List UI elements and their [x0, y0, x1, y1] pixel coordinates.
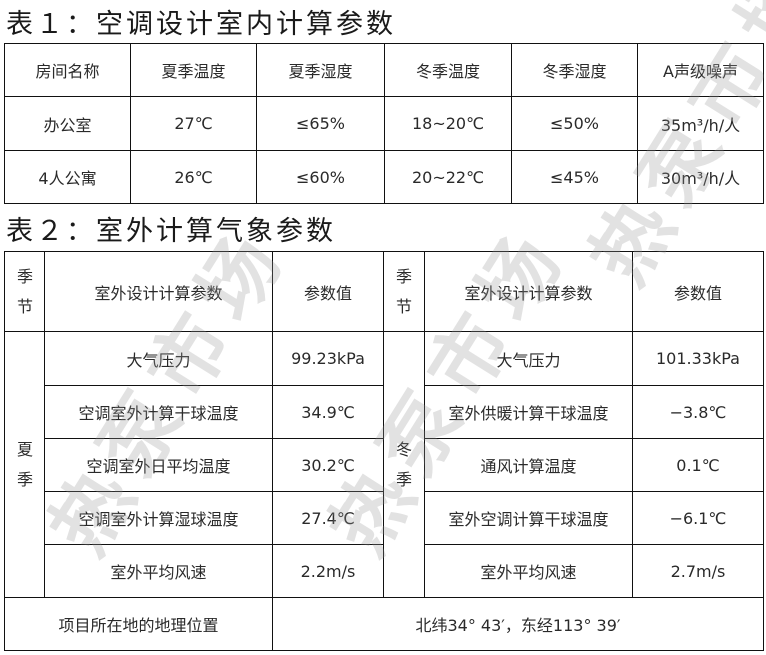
cell: −6.1℃	[632, 491, 764, 545]
cell: 35m³/h/人	[637, 96, 764, 151]
summer-label: 夏季	[4, 331, 45, 598]
table-row: 4人公寓 26℃ ≤60% 20~22℃ ≤45% 30m³/h/人	[4, 150, 764, 204]
table1-title: 表１：空调设计室内计算参数	[6, 9, 396, 40]
outdoor-parameters-table: 季节 室外设计计算参数 参数值 季节 室外设计计算参数 参数值 夏季 大气压力 …	[4, 251, 764, 651]
table-row: 空调室外计算干球温度 34.9℃ 室外供暖计算干球温度 −3.8℃	[5, 385, 764, 439]
cell: ≤45%	[511, 150, 638, 204]
cell: 2.2m/s	[272, 544, 384, 598]
cell: 室外平均风速	[424, 544, 633, 598]
cell: 27.4℃	[272, 491, 384, 545]
value-header: 参数值	[632, 251, 764, 332]
winter-label: 冬季	[383, 331, 425, 598]
cell: −3.8℃	[632, 385, 764, 439]
cell: 18~20℃	[384, 96, 512, 151]
table-row: 室外平均风速 2.2m/s 室外平均风速 2.7m/s	[5, 544, 764, 598]
table-row: 空调室外计算湿球温度 27.4℃ 室外空调计算干球温度 −6.1℃	[5, 491, 764, 545]
param-header: 室外设计计算参数	[44, 251, 273, 332]
season-header: 季节	[4, 251, 45, 332]
cell: 26℃	[130, 150, 257, 204]
location-value: 北纬34° 43′，东经113° 39′	[272, 597, 764, 651]
header-cell: 冬季温度	[384, 43, 512, 97]
cell: 101.33kPa	[632, 331, 764, 386]
cell: 20~22℃	[384, 150, 512, 204]
cell: 通风计算温度	[424, 438, 633, 492]
cell: 4人公寓	[4, 150, 131, 204]
cell: ≤65%	[256, 96, 385, 151]
cell: ≤50%	[511, 96, 638, 151]
cell: 空调室外日平均温度	[44, 438, 273, 492]
cell: 室外空调计算干球温度	[424, 491, 633, 545]
cell: 2.7m/s	[632, 544, 764, 598]
location-label: 项目所在地的地理位置	[4, 597, 273, 651]
header-cell: 夏季湿度	[256, 43, 385, 97]
param-header: 室外设计计算参数	[424, 251, 633, 332]
header-cell: 夏季温度	[130, 43, 257, 97]
cell: 30m³/h/人	[637, 150, 764, 204]
cell: 空调室外计算干球温度	[44, 385, 273, 439]
header-cell: 房间名称	[4, 43, 131, 97]
table-row: 夏季 大气压力 99.23kPa 冬季 大气压力 101.33kPa	[4, 331, 764, 598]
cell: 办公室	[4, 96, 131, 151]
cell: 99.23kPa	[272, 331, 384, 386]
cell: 空调室外计算湿球温度	[44, 491, 273, 545]
header-cell: A声级噪声	[637, 43, 764, 97]
value-header: 参数值	[272, 251, 384, 332]
table1-header-row: 房间名称 夏季温度 夏季湿度 冬季温度 冬季湿度 A声级噪声	[4, 43, 764, 97]
table2-title: 表２：室外计算气象参数	[6, 216, 336, 247]
table2-header-row: 季节 室外设计计算参数 参数值 季节 室外设计计算参数 参数值	[4, 251, 764, 332]
cell: ≤60%	[256, 150, 385, 204]
cell: 大气压力	[44, 331, 273, 386]
cell: 室外供暖计算干球温度	[424, 385, 633, 439]
indoor-parameters-table: 房间名称 夏季温度 夏季湿度 冬季温度 冬季湿度 A声级噪声 办公室 27℃ ≤…	[4, 43, 764, 204]
season-header: 季节	[383, 251, 425, 332]
table-row: 办公室 27℃ ≤65% 18~20℃ ≤50% 35m³/h/人	[4, 96, 764, 151]
cell: 室外平均风速	[44, 544, 273, 598]
table-row: 空调室外日平均温度 30.2℃ 通风计算温度 0.1℃	[5, 438, 764, 492]
cell: 0.1℃	[632, 438, 764, 492]
cell: 30.2℃	[272, 438, 384, 492]
header-cell: 冬季湿度	[511, 43, 638, 97]
location-row: 项目所在地的地理位置 北纬34° 43′，东经113° 39′	[4, 597, 764, 651]
cell: 大气压力	[424, 331, 633, 386]
cell: 34.9℃	[272, 385, 384, 439]
cell: 27℃	[130, 96, 257, 151]
